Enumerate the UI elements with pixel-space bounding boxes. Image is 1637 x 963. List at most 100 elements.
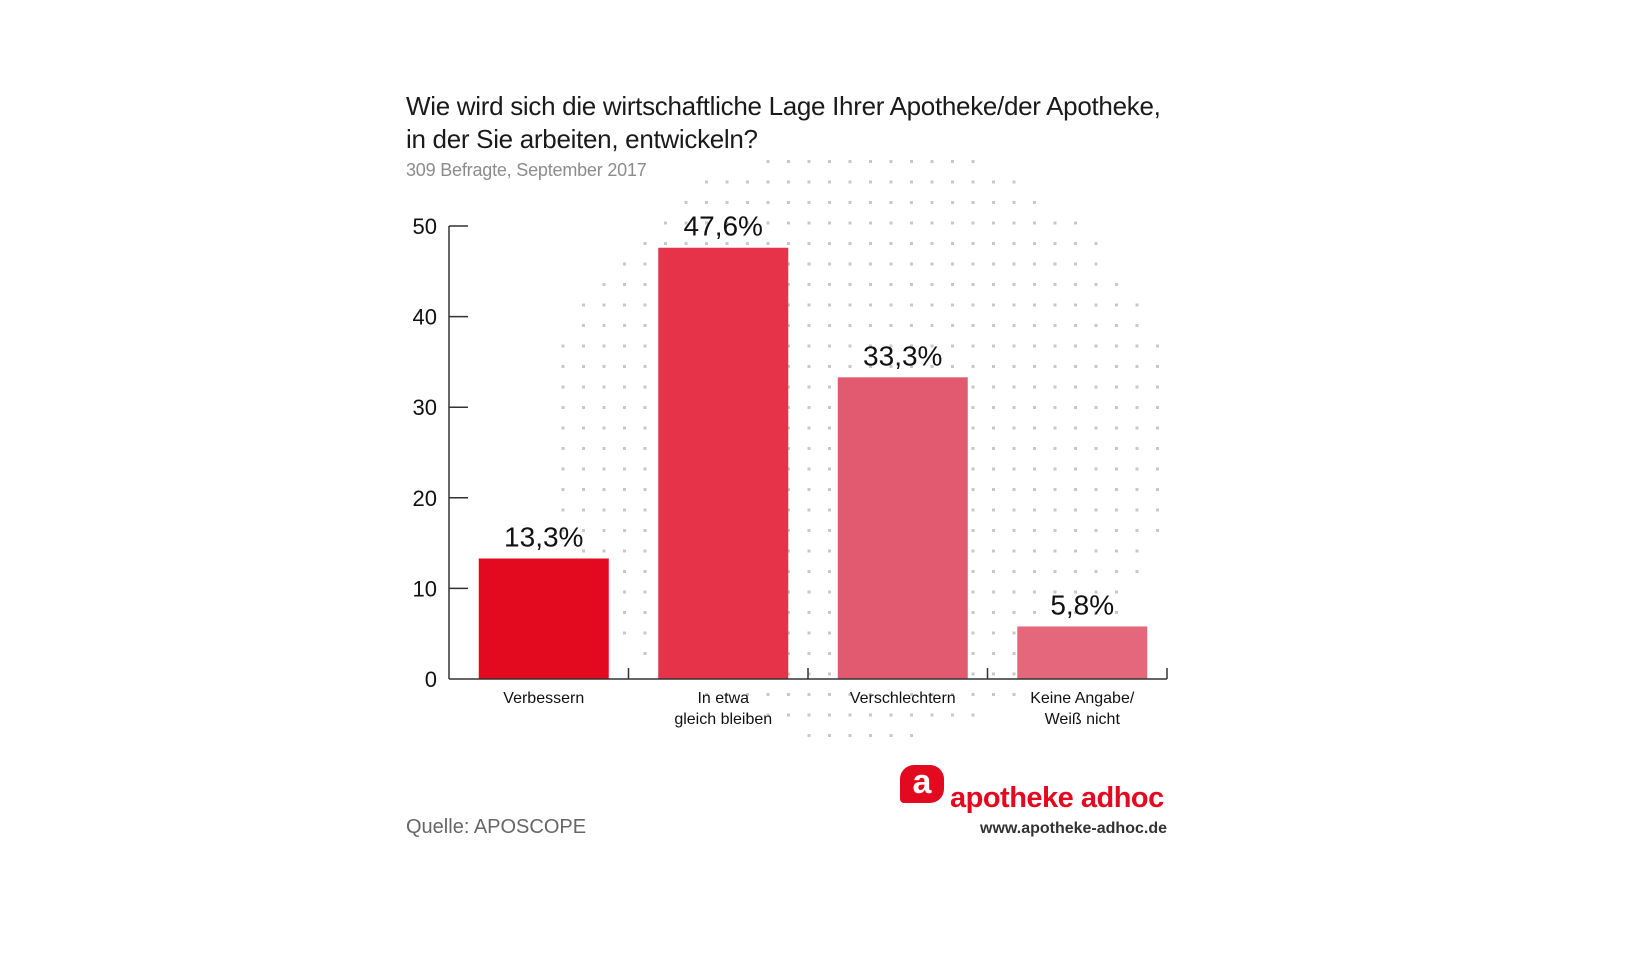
pattern-dot: [807, 447, 811, 450]
pattern-dot: [1135, 303, 1139, 307]
pattern-dot: [828, 447, 831, 450]
pattern-dot: [971, 180, 975, 184]
pattern-dot: [1012, 262, 1016, 266]
pattern-dot: [643, 365, 647, 368]
pattern-dot: [889, 365, 893, 368]
pattern-dot: [1156, 344, 1159, 348]
pattern-dot: [869, 160, 872, 163]
pattern-dot: [623, 426, 626, 430]
pattern-dot: [1033, 201, 1036, 204]
pattern-dot: [1094, 590, 1098, 594]
pattern-dot: [582, 324, 585, 327]
pattern-dot: [992, 406, 995, 409]
pattern-dot: [848, 713, 852, 717]
pattern-dot: [930, 160, 934, 163]
pattern-dot: [807, 324, 811, 327]
pattern-dot: [828, 283, 831, 286]
pattern-dot: [746, 201, 749, 204]
pattern-dot: [623, 303, 626, 307]
pattern-dot: [602, 508, 606, 512]
pattern-dot: [971, 672, 975, 676]
pattern-dot: [602, 283, 606, 286]
pattern-dot: [705, 242, 708, 245]
pattern-dot: [992, 242, 995, 245]
pattern-dot: [1033, 447, 1036, 450]
pattern-dot: [787, 160, 790, 163]
pattern-dot: [1115, 488, 1118, 491]
pattern-dot: [992, 549, 995, 553]
bar-4: [1017, 626, 1148, 679]
pattern-dot: [1053, 365, 1057, 368]
pattern-dot: [1094, 447, 1098, 450]
pattern-dot: [623, 611, 626, 614]
pattern-dot: [1115, 303, 1118, 307]
logo-url[interactable]: www.apotheke-adhoc.de: [980, 820, 1167, 837]
pattern-dot: [807, 693, 811, 696]
pattern-dot: [992, 467, 995, 471]
pattern-dot: [1012, 590, 1016, 594]
pattern-dot: [1074, 406, 1077, 409]
pattern-dot: [643, 242, 647, 245]
pattern-dot: [869, 713, 872, 717]
pattern-dot: [951, 365, 954, 368]
pattern-dot: [971, 426, 975, 430]
brand-logo[interactable]: a apotheke adhoc www.apotheke-adhoc.de: [900, 762, 1170, 842]
pattern-dot: [1156, 529, 1159, 532]
pattern-dot: [930, 201, 934, 204]
pattern-dot: [684, 201, 688, 204]
pattern-dot: [828, 631, 831, 635]
pattern-dot: [1012, 570, 1016, 573]
pattern-dot: [828, 488, 831, 491]
pattern-dot: [930, 262, 934, 266]
pattern-dot: [828, 652, 831, 655]
pattern-dot: [643, 385, 647, 389]
pattern-dot: [992, 447, 995, 450]
pattern-dot: [1135, 447, 1139, 450]
pattern-dot: [787, 447, 790, 450]
pattern-dot: [992, 283, 995, 286]
pattern-dot: [910, 262, 913, 266]
pattern-dot: [1033, 611, 1036, 614]
pattern-dot: [1033, 242, 1036, 245]
pattern-dot: [828, 406, 831, 409]
pattern-dot: [1033, 426, 1036, 430]
pattern-dot: [807, 365, 811, 368]
pattern-dot: [889, 242, 893, 245]
pattern-dot: [828, 672, 831, 676]
pattern-dot: [766, 693, 770, 696]
pattern-dot: [807, 713, 811, 717]
pattern-dot: [1156, 365, 1159, 368]
pattern-dot: [930, 283, 934, 286]
pattern-dot: [910, 221, 913, 225]
pattern-dot: [971, 570, 975, 573]
pattern-dot: [828, 262, 831, 266]
value-label-3: 33,3%: [863, 340, 942, 371]
pattern-dot: [848, 180, 852, 184]
pattern-dot: [643, 426, 647, 430]
pattern-dot: [869, 344, 872, 348]
pattern-dot: [582, 303, 585, 307]
pattern-dot: [602, 324, 606, 327]
pattern-dot: [623, 262, 626, 266]
pattern-dot: [684, 221, 688, 225]
bar-3: [837, 377, 968, 679]
pattern-dot: [787, 713, 790, 717]
y-tick-label: 20: [413, 486, 437, 511]
pattern-dot: [1115, 406, 1118, 409]
pattern-dot: [705, 221, 708, 225]
pattern-dot: [971, 160, 975, 163]
pattern-dot: [889, 713, 893, 717]
pattern-dot: [828, 570, 831, 573]
pattern-dot: [828, 201, 831, 204]
pattern-dot: [807, 508, 811, 512]
pattern-dot: [582, 344, 585, 348]
pattern-dot: [828, 693, 831, 696]
pattern-dot: [971, 221, 975, 225]
pattern-dot: [807, 242, 811, 245]
pattern-dot: [1115, 365, 1118, 368]
pattern-dot: [1053, 508, 1057, 512]
pattern-dot: [971, 365, 975, 368]
pattern-dot: [582, 385, 585, 389]
pattern-dot: [951, 693, 954, 696]
pattern-dot: [1053, 303, 1057, 307]
